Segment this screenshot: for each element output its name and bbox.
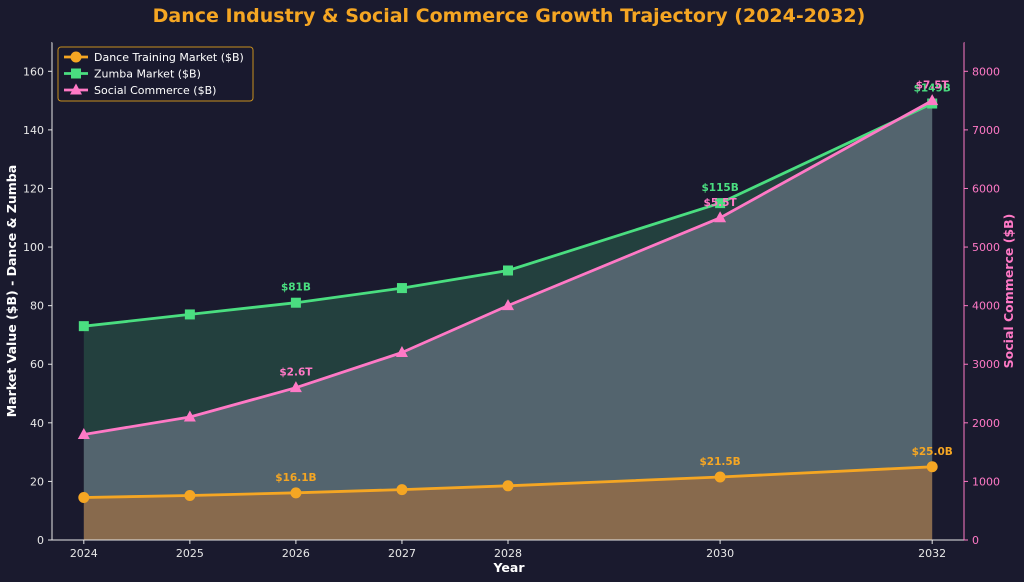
data-point [502, 480, 514, 492]
x-tick-label: 2028 [494, 547, 522, 560]
social-area [83, 100, 933, 540]
data-point [396, 484, 408, 496]
dance-area [83, 466, 933, 540]
data-point [926, 94, 939, 106]
data-label: $2.6T [279, 367, 313, 379]
y-tick-label: 140 [23, 124, 44, 137]
x-tick-label: 2025 [176, 547, 204, 560]
data-point [396, 283, 407, 294]
legend-marker [71, 68, 81, 79]
data-label: $149B [914, 83, 951, 95]
x-tick-label: 2026 [282, 547, 310, 560]
data-point [183, 410, 196, 422]
y-tick-label: 0 [37, 534, 44, 547]
data-point [715, 198, 726, 209]
y2-tick-label: 4000 [972, 300, 1000, 313]
y-tick-label: 160 [23, 65, 44, 78]
data-point [926, 461, 938, 473]
y-axis-label: Market Value ($B) - Dance & Zumba [4, 165, 19, 417]
y2-tick-label: 3000 [972, 358, 1000, 371]
y-tick-label: 60 [30, 358, 44, 371]
data-label: $81B [281, 282, 311, 294]
data-point [184, 309, 195, 320]
data-label: $115B [701, 182, 738, 194]
data-point [78, 492, 90, 504]
chart-title: Dance Industry & Social Commerce Growth … [153, 5, 866, 27]
data-label: $7.5T [916, 80, 950, 92]
data-point [289, 381, 302, 393]
legend-marker [70, 83, 82, 95]
y2-tick-label: 5000 [972, 241, 1000, 254]
y2-tick-label: 1000 [972, 475, 1000, 488]
data-point [290, 297, 301, 308]
data-point [714, 471, 726, 483]
legend: Dance Training Market ($B) Zumba Market (… [57, 46, 254, 102]
data-point [184, 489, 196, 501]
legend-label: Social Commerce ($B) [94, 84, 216, 97]
y-tick-label: 80 [30, 300, 44, 313]
y-tick-label: 100 [23, 241, 44, 254]
x-tick-label: 2032 [918, 547, 946, 560]
y-tick-label: 20 [30, 475, 44, 488]
data-label: $16.1B [275, 472, 316, 484]
y2-tick-label: 7000 [972, 124, 1000, 137]
data-point [502, 299, 514, 311]
y-tick-label: 40 [30, 417, 44, 430]
legend-box [57, 46, 254, 102]
x-tick-label: 2024 [70, 547, 98, 560]
data-point [290, 487, 302, 499]
y2-tick-label: 8000 [972, 65, 1000, 78]
y2-tick-label: 0 [972, 534, 979, 547]
y2-axis-label: Social Commerce ($B) [1001, 214, 1016, 369]
y2-tick-label: 6000 [972, 182, 1000, 195]
data-point [77, 428, 90, 440]
data-point [78, 321, 89, 332]
data-point [395, 346, 408, 358]
data-point [714, 211, 727, 223]
x-tick-label: 2030 [706, 547, 734, 560]
data-label: $25.0B [912, 446, 953, 458]
x-axis-label: Year [493, 560, 526, 575]
data-label: $21.5B [699, 456, 740, 468]
legend-marker [70, 51, 82, 63]
y2-tick-label: 2000 [972, 417, 1000, 430]
data-label: $5.5T [704, 197, 738, 209]
legend-label: Zumba Market ($B) [94, 68, 201, 81]
plot-area: 0 20 40 60 80 100 120 140 160 0 1000 2000 3000 4000 50… [23, 41, 1000, 560]
x-tick-label: 2027 [388, 547, 416, 560]
legend-label: Dance Training Market ($B) [94, 51, 244, 64]
y-tick-label: 120 [23, 182, 44, 195]
data-point [503, 265, 513, 276]
